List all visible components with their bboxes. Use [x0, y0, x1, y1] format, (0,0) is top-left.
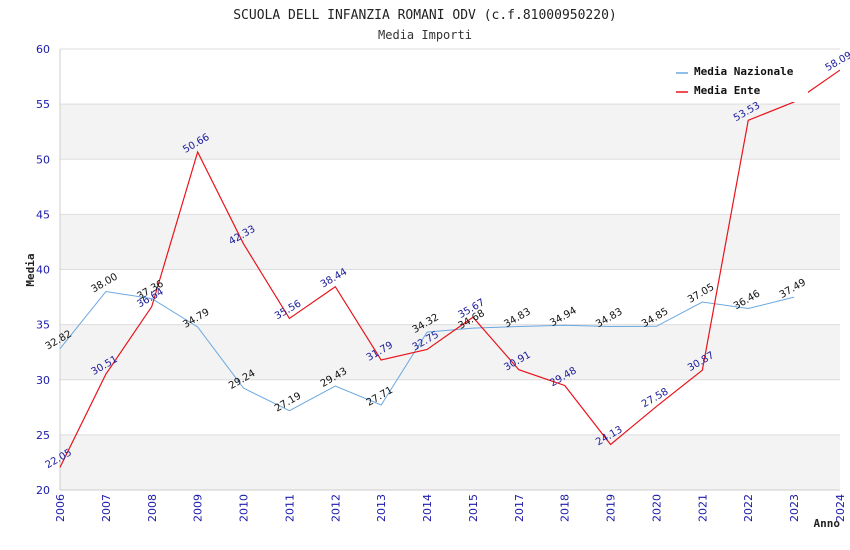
series-line-media-nazionale — [59, 291, 795, 412]
y-axis-title: Media — [24, 253, 37, 286]
series-lines — [59, 69, 841, 468]
x-tick-label: 2017 — [513, 494, 526, 522]
x-tick-label: 2011 — [283, 494, 296, 522]
axes — [59, 49, 840, 491]
chart-title: SCUOLA DELL INFANZIA ROMANI ODV (c.f.810… — [233, 8, 617, 23]
series-line-media-ente — [59, 69, 841, 468]
y-tick-label: 25 — [36, 429, 50, 442]
x-tick-label: 2014 — [421, 494, 434, 522]
x-axis-ticks: 2006 2007 2008 2009 2010 2011 2012 2013 2014 2015… — [54, 494, 847, 522]
y-tick-label: 55 — [36, 98, 50, 111]
x-tick-label: 2007 — [100, 494, 113, 522]
x-tick-label: 2024 — [834, 494, 847, 522]
x-tick-label: 2021 — [696, 494, 709, 522]
grid-bands — [60, 49, 840, 490]
y-tick-label: 30 — [36, 374, 50, 387]
y-axis-ticks: 20 25 30 35 40 45 50 55 60 — [36, 43, 50, 497]
grid-band — [60, 434, 840, 490]
x-tick-label: 2009 — [192, 494, 205, 522]
x-axis-title: Anno — [814, 517, 841, 530]
y-tick-label: 40 — [36, 264, 50, 277]
grid-band — [60, 214, 840, 270]
x-tick-label: 2019 — [605, 494, 618, 522]
legend: Media Nazionale Media Ente — [668, 60, 808, 102]
legend-box — [668, 60, 808, 102]
grid-band — [60, 159, 840, 215]
y-tick-label: 60 — [36, 43, 50, 56]
legend-label-media-ente: Media Ente — [694, 84, 761, 97]
grid-band — [60, 269, 840, 325]
x-tick-label: 2022 — [742, 494, 755, 522]
legend-label-media-nazionale: Media Nazionale — [694, 65, 794, 78]
chart-subtitle: Media Importi — [378, 28, 472, 42]
x-tick-label: 2010 — [238, 494, 251, 522]
y-tick-label: 20 — [36, 484, 50, 497]
y-tick-label: 45 — [36, 208, 50, 221]
y-tick-label: 50 — [36, 153, 50, 166]
x-tick-label: 2008 — [146, 494, 159, 522]
x-tick-label: 2012 — [329, 494, 342, 522]
x-tick-label: 2020 — [650, 494, 663, 522]
x-tick-label: 2023 — [788, 494, 801, 522]
x-tick-label: 2006 — [54, 494, 67, 522]
grid-band — [60, 104, 840, 160]
x-tick-label: 2015 — [467, 494, 480, 522]
y-tick-label: 35 — [36, 319, 50, 332]
x-tick-label: 2018 — [559, 494, 572, 522]
grid-band — [60, 379, 840, 435]
x-tick-label: 2013 — [375, 494, 388, 522]
